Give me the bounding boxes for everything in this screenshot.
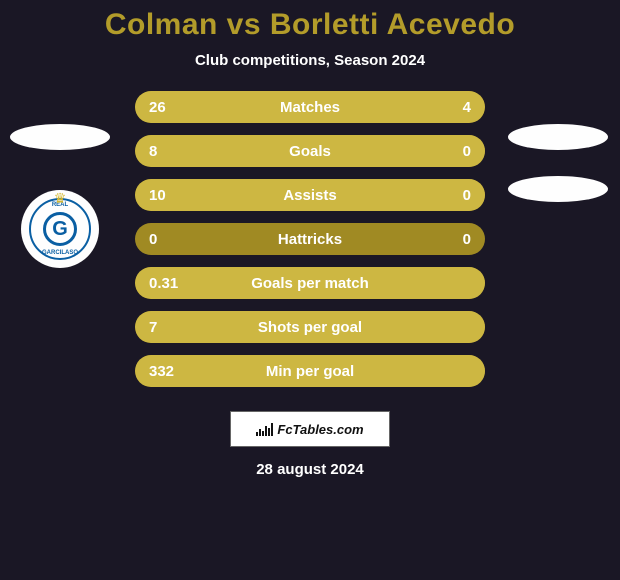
stat-value-right: 4 bbox=[463, 99, 471, 116]
decorative-ellipse bbox=[508, 176, 608, 202]
stat-value-left: 26 bbox=[149, 99, 166, 116]
stat-row: Assists10 0 bbox=[135, 179, 485, 211]
stat-value-left: 7 bbox=[149, 319, 157, 336]
subtitle: Club competitions, Season 2024 bbox=[0, 52, 620, 69]
badge-bottom-text: GARCILASO bbox=[42, 250, 78, 256]
page-title: Colman vs Borletti Acevedo bbox=[0, 0, 620, 50]
stat-row: Goals per match0.31 bbox=[135, 267, 485, 299]
stat-label: Goals per match bbox=[135, 275, 485, 292]
badge-ring: REAL ♛ G GARCILASO bbox=[29, 198, 91, 260]
stat-label: Shots per goal bbox=[135, 319, 485, 336]
decorative-ellipse bbox=[10, 124, 110, 150]
stat-value-left: 332 bbox=[149, 363, 174, 380]
stat-value-right: 0 bbox=[463, 231, 471, 248]
stat-value-left: 8 bbox=[149, 143, 157, 160]
stat-label: Matches bbox=[135, 99, 485, 116]
footer-date: 28 august 2024 bbox=[0, 461, 620, 478]
brand-logo: FcTables.com bbox=[230, 411, 390, 447]
stat-label: Goals bbox=[135, 143, 485, 160]
stat-row: Min per goal332 bbox=[135, 355, 485, 387]
stat-value-left: 10 bbox=[149, 187, 166, 204]
stat-row: Hattricks0 0 bbox=[135, 223, 485, 255]
stat-label: Hattricks bbox=[135, 231, 485, 248]
stat-row: Goals8 0 bbox=[135, 135, 485, 167]
club-badge: REAL ♛ G GARCILASO bbox=[21, 190, 99, 268]
stat-value-right: 0 bbox=[463, 187, 471, 204]
infographic-container: Colman vs Borletti Acevedo Club competit… bbox=[0, 0, 620, 580]
stat-row: Shots per goal7 bbox=[135, 311, 485, 343]
bar-chart-icon bbox=[256, 422, 273, 436]
brand-text: FcTables.com bbox=[277, 422, 363, 437]
badge-letter: G bbox=[43, 212, 77, 246]
stat-row: Matches26 4 bbox=[135, 91, 485, 123]
stat-label: Min per goal bbox=[135, 363, 485, 380]
stat-label: Assists bbox=[135, 187, 485, 204]
decorative-ellipse bbox=[508, 124, 608, 150]
stat-value-right: 0 bbox=[463, 143, 471, 160]
stat-value-left: 0 bbox=[149, 231, 157, 248]
stat-value-left: 0.31 bbox=[149, 275, 178, 292]
crown-icon: ♛ bbox=[54, 190, 67, 207]
